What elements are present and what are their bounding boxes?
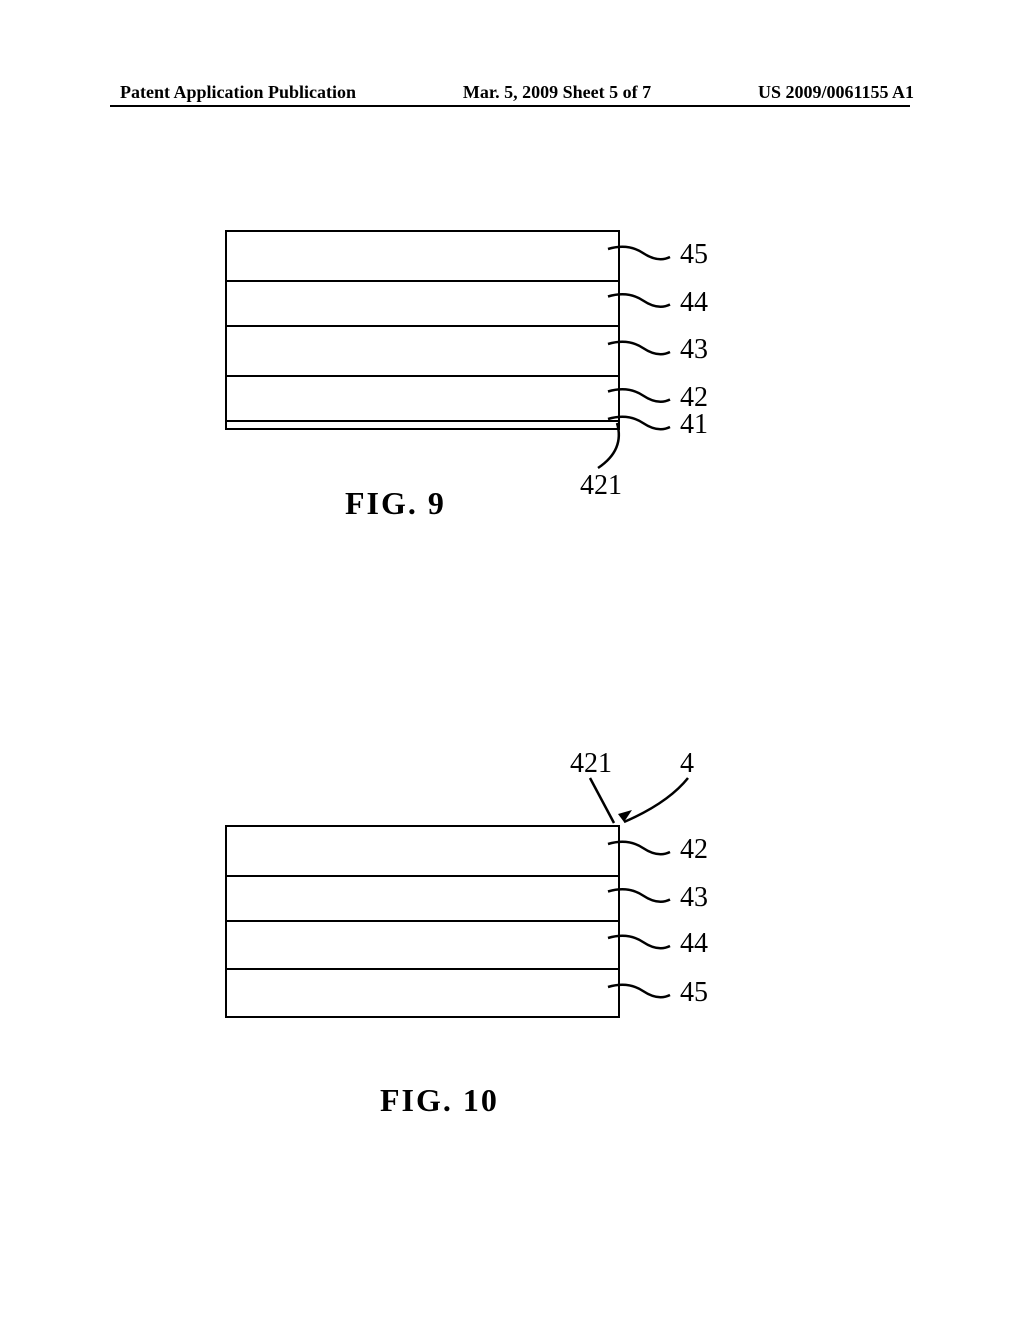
layer-label: 45 <box>680 977 708 1009</box>
layer-label: 44 <box>680 287 708 319</box>
lead-line <box>0 0 1024 1320</box>
layer-stack <box>225 230 620 430</box>
layer <box>225 968 620 1018</box>
header-center: Mar. 5, 2009 Sheet 5 of 7 <box>463 82 651 103</box>
layer-label: 42 <box>680 834 708 866</box>
layer <box>225 375 620 420</box>
header-rule <box>110 105 910 107</box>
header-left: Patent Application Publication <box>120 82 356 103</box>
lead-line <box>0 0 1024 1320</box>
lead-line <box>0 0 1024 1320</box>
layer <box>225 875 620 920</box>
lead-line <box>0 0 1024 1320</box>
layer <box>225 230 620 280</box>
page-header: Patent Application Publication Mar. 5, 2… <box>0 82 1024 103</box>
lead-line <box>0 0 1024 1320</box>
layer-label: 44 <box>680 928 708 960</box>
top-label: 421 <box>570 748 612 780</box>
layer <box>225 825 620 875</box>
layer-label: 41 <box>680 409 708 441</box>
layer-label: 43 <box>680 334 708 366</box>
figure-caption: FIG. 10 <box>380 1082 499 1119</box>
layer-label: 45 <box>680 239 708 271</box>
layer-stack <box>225 825 620 1018</box>
top-label: 4 <box>680 748 694 780</box>
lead-line <box>0 0 1024 1320</box>
layer <box>225 920 620 968</box>
layer-label: 43 <box>680 882 708 914</box>
lead-line <box>0 0 1024 1320</box>
layer <box>225 325 620 375</box>
lead-line <box>0 0 1024 1320</box>
corner-label: 421 <box>580 470 622 502</box>
lead-line <box>0 0 1024 1320</box>
figure-caption: FIG. 9 <box>345 485 446 522</box>
layer <box>225 280 620 325</box>
lead-line <box>0 0 1024 1320</box>
lead-line <box>0 0 1024 1320</box>
header-right: US 2009/0061155 A1 <box>758 82 914 103</box>
layer <box>225 420 620 430</box>
lead-line <box>0 0 1024 1320</box>
